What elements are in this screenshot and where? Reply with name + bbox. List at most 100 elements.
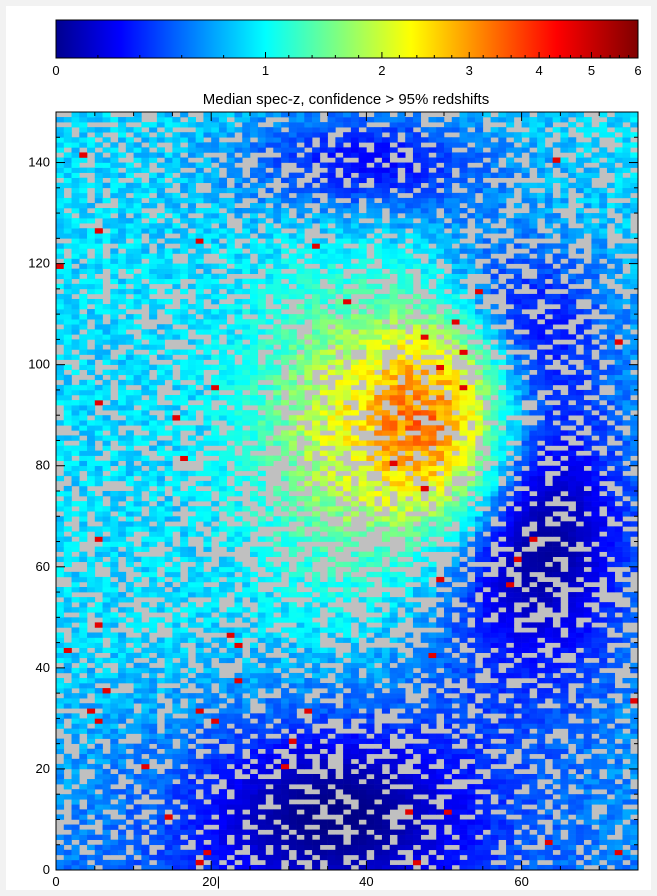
heatmap-cell	[350, 511, 359, 517]
heatmap-cell	[257, 763, 266, 770]
heatmap-cell	[164, 127, 173, 133]
heatmap-cell	[319, 298, 328, 305]
heatmap-cell	[304, 192, 313, 199]
heatmap-cell	[366, 192, 375, 199]
heatmap-cell	[389, 213, 398, 219]
heatmap-cell	[397, 571, 406, 578]
heatmap-cell	[125, 298, 134, 305]
heatmap-cell	[234, 182, 243, 189]
heatmap-cell	[381, 177, 390, 184]
heatmap-cell	[304, 349, 313, 355]
heatmap-cell	[87, 445, 96, 451]
heatmap-cell	[358, 273, 367, 280]
heatmap-cell	[405, 576, 414, 583]
heatmap-cell	[257, 602, 266, 608]
heatmap-cell	[79, 379, 88, 386]
heatmap-cell	[56, 556, 65, 563]
heatmap-cell	[257, 485, 266, 492]
heatmap-cell	[164, 723, 173, 729]
heatmap-cell	[149, 435, 158, 441]
heatmap-cell	[420, 839, 429, 846]
heatmap-cell	[343, 233, 352, 239]
heatmap-cell	[187, 162, 196, 168]
heatmap-cell	[381, 192, 390, 199]
heatmap-cell	[242, 374, 251, 381]
heatmap-cell	[164, 415, 173, 421]
heatmap-cell	[358, 824, 367, 830]
heatmap-cell	[211, 283, 220, 290]
heatmap-cell	[149, 364, 158, 371]
heatmap-cell	[187, 319, 196, 325]
heatmap-cell	[281, 794, 290, 800]
heatmap-cell	[218, 480, 228, 487]
heatmap-cell	[149, 339, 158, 345]
heatmap-cell	[149, 683, 158, 689]
heatmap-cell	[358, 314, 367, 320]
heatmap-cell	[79, 228, 88, 234]
heatmap-cell	[63, 152, 72, 158]
heatmap-cell	[304, 298, 313, 305]
heatmap-cell	[412, 809, 422, 815]
heatmap-cell	[273, 137, 282, 143]
heatmap-cell	[187, 556, 196, 563]
heatmap-cell	[149, 642, 158, 648]
heatmap-cell	[149, 536, 158, 542]
heatmap-cell	[211, 768, 220, 775]
heatmap-cell	[125, 349, 134, 355]
heatmap-cell	[87, 789, 96, 795]
heatmap-cell	[234, 672, 243, 679]
heatmap-cell	[296, 202, 305, 209]
heatmap-cell	[102, 258, 111, 264]
heatmap-cell	[94, 213, 103, 219]
heatmap-cell	[397, 693, 406, 699]
heatmap-cell	[327, 268, 336, 274]
heatmap-cell	[94, 278, 103, 285]
heatmap-cell	[242, 450, 251, 456]
heatmap-cell	[312, 864, 321, 871]
heatmap-cell	[366, 834, 375, 840]
heatmap-cell	[187, 809, 196, 815]
heatmap-cell	[296, 824, 305, 830]
heatmap-cell	[374, 440, 383, 446]
heatmap-cell	[180, 753, 189, 760]
heatmap-cell	[56, 445, 65, 451]
heatmap-cell	[63, 506, 72, 512]
heatmap-cell	[242, 723, 251, 729]
heatmap-cell	[110, 551, 119, 557]
heatmap-cell	[366, 258, 375, 264]
heatmap-cell	[79, 506, 88, 512]
heatmap-cell	[133, 576, 142, 583]
heatmap-cell	[250, 167, 259, 173]
heatmap-cell	[149, 394, 158, 401]
heatmap-cell	[420, 501, 429, 507]
heatmap-cell	[242, 329, 251, 335]
heatmap-cell	[102, 223, 111, 229]
heatmap-cell	[412, 602, 422, 608]
heatmap-cell	[281, 602, 290, 608]
heatmap-cell	[281, 379, 290, 386]
heatmap-cell	[288, 344, 297, 350]
heatmap-cell	[381, 440, 390, 446]
heatmap-cell	[180, 672, 189, 679]
heatmap-cell	[87, 182, 96, 189]
heatmap-cell	[327, 571, 336, 578]
heatmap-cell	[133, 228, 142, 234]
heatmap-cell	[257, 713, 266, 719]
heatmap-cell	[296, 844, 305, 851]
heatmap-cell	[110, 758, 119, 765]
heatmap-cell	[420, 784, 429, 790]
heatmap-cell	[405, 182, 414, 189]
heatmap-cell	[195, 511, 204, 517]
heatmap-cell	[273, 703, 282, 709]
heatmap-cell	[187, 283, 196, 290]
heatmap-cell	[319, 309, 328, 315]
heatmap-cell	[389, 374, 398, 381]
heatmap-cell	[211, 627, 220, 633]
heatmap-cell	[343, 576, 352, 583]
heatmap-cell	[133, 339, 142, 345]
heatmap-cell	[312, 157, 321, 163]
heatmap-cell	[203, 809, 212, 815]
heatmap-cell	[118, 809, 127, 815]
heatmap-cell	[226, 728, 235, 734]
heatmap-cell	[412, 117, 422, 123]
